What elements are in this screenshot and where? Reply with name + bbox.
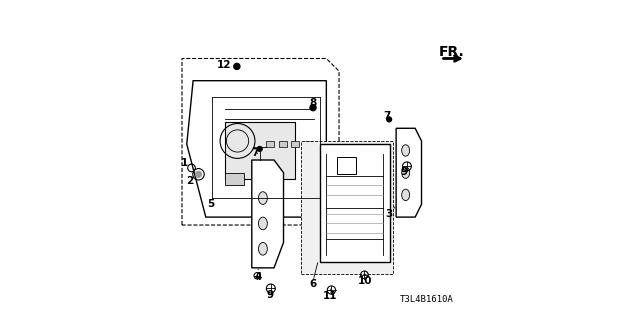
Ellipse shape bbox=[259, 217, 268, 230]
Text: 3: 3 bbox=[386, 209, 393, 219]
Circle shape bbox=[234, 63, 240, 69]
Text: 1: 1 bbox=[180, 158, 188, 168]
Text: 8: 8 bbox=[309, 98, 317, 108]
Text: T3L4B1610A: T3L4B1610A bbox=[399, 295, 453, 304]
Text: 4: 4 bbox=[255, 272, 262, 282]
Text: 10: 10 bbox=[358, 276, 372, 286]
Ellipse shape bbox=[259, 243, 268, 255]
Text: 11: 11 bbox=[323, 292, 337, 301]
Text: 5: 5 bbox=[207, 199, 214, 209]
Bar bbox=[291, 141, 300, 147]
Ellipse shape bbox=[402, 167, 410, 178]
Bar bbox=[337, 157, 356, 174]
Text: 7: 7 bbox=[383, 111, 390, 121]
Polygon shape bbox=[252, 160, 284, 268]
Bar bbox=[279, 141, 287, 147]
Text: 9: 9 bbox=[267, 290, 274, 300]
Text: 2: 2 bbox=[186, 176, 193, 186]
Text: 12: 12 bbox=[217, 60, 231, 70]
Circle shape bbox=[310, 105, 316, 111]
Bar bbox=[225, 122, 294, 179]
Circle shape bbox=[387, 117, 392, 122]
Ellipse shape bbox=[402, 189, 410, 201]
Text: FR.: FR. bbox=[439, 45, 465, 59]
Text: 9: 9 bbox=[400, 167, 407, 177]
Bar bbox=[225, 173, 244, 185]
Text: 7: 7 bbox=[252, 148, 259, 158]
Polygon shape bbox=[320, 144, 390, 261]
Polygon shape bbox=[396, 128, 422, 217]
Bar bbox=[266, 141, 274, 147]
Circle shape bbox=[195, 171, 202, 178]
Bar bbox=[304, 141, 312, 147]
Ellipse shape bbox=[402, 145, 410, 156]
Polygon shape bbox=[301, 141, 393, 274]
Text: 6: 6 bbox=[309, 279, 317, 289]
Ellipse shape bbox=[259, 192, 268, 204]
Circle shape bbox=[257, 146, 262, 151]
Polygon shape bbox=[187, 81, 326, 217]
